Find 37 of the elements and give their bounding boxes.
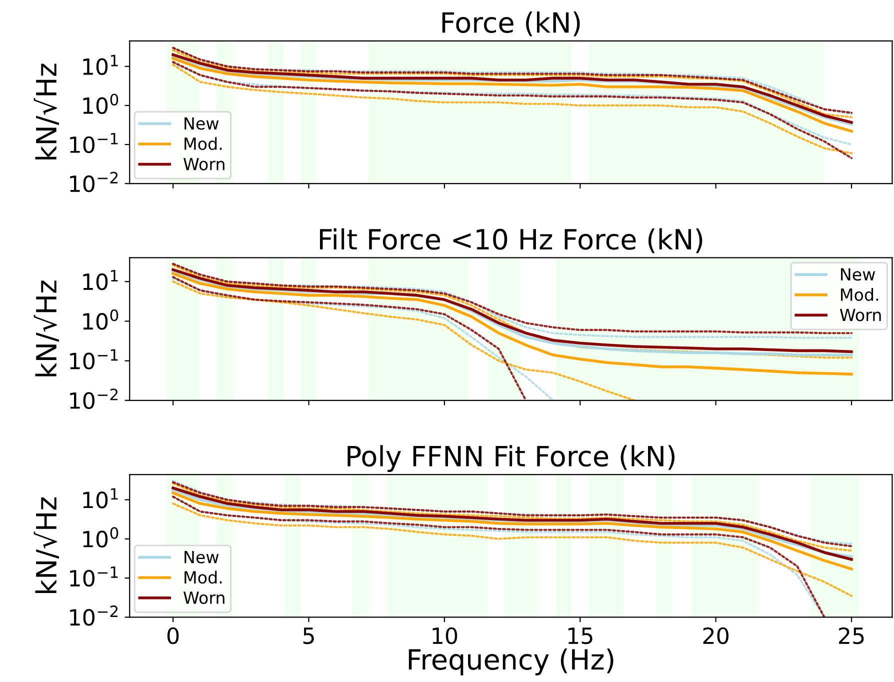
chart-title: Poly FFNN Fit Force (kN) xyxy=(348,445,675,472)
legend-label: New xyxy=(184,117,219,130)
x-tick-label: 25 xyxy=(838,627,864,644)
legend-label: Mod. xyxy=(841,288,878,301)
y-tick-label: 10$^{−1}$ xyxy=(70,349,118,370)
x-axis-title: Frequency (Hz) xyxy=(408,648,614,676)
y-tick-label: 10$^{1}$ xyxy=(83,270,118,290)
legend-label: Mod. xyxy=(184,137,222,150)
y-tick-label: 10$^{1}$ xyxy=(83,54,118,76)
y-tick-label: 10$^{−1}$ xyxy=(70,566,118,587)
legend-label: Worn xyxy=(184,158,224,170)
legend-label: Mod. xyxy=(184,570,222,584)
x-tick-label: 0 xyxy=(167,627,179,644)
line-series xyxy=(172,280,636,400)
y-tick-label: 10$^{−2}$ xyxy=(70,172,118,192)
y-tick-label: 10$^{−1}$ xyxy=(70,132,118,154)
line-series xyxy=(172,491,853,570)
y-axis-title: kN/√Hz xyxy=(34,64,59,160)
y-tick-label: 10$^{1}$ xyxy=(83,488,118,508)
y-axis-title: kN/√Hz xyxy=(34,280,59,376)
chart-title: Force (kN) xyxy=(442,11,580,36)
y-tick-label: 10$^{0}$ xyxy=(83,309,118,330)
chart-title: Filt Force <10 Hz Force (kN) xyxy=(320,228,702,254)
line-series xyxy=(172,496,826,618)
x-tick-label: 10 xyxy=(432,627,458,644)
y-tick-label: 10$^{−2}$ xyxy=(70,388,118,409)
y-tick-label: 10$^{0}$ xyxy=(83,527,118,548)
y-axis-title: kN/√Hz xyxy=(34,497,59,594)
legend-label: Worn xyxy=(840,308,881,322)
y-tick-label: 10$^{−2}$ xyxy=(70,605,118,626)
legend-label: New xyxy=(184,551,219,564)
legend-label: New xyxy=(841,268,876,281)
x-tick-label: 15 xyxy=(568,628,592,644)
x-tick-label: 5 xyxy=(303,628,314,644)
legend-label: Worn xyxy=(184,592,224,604)
x-tick-label: 20 xyxy=(703,627,728,644)
y-tick-label: 10$^{0}$ xyxy=(83,94,118,114)
